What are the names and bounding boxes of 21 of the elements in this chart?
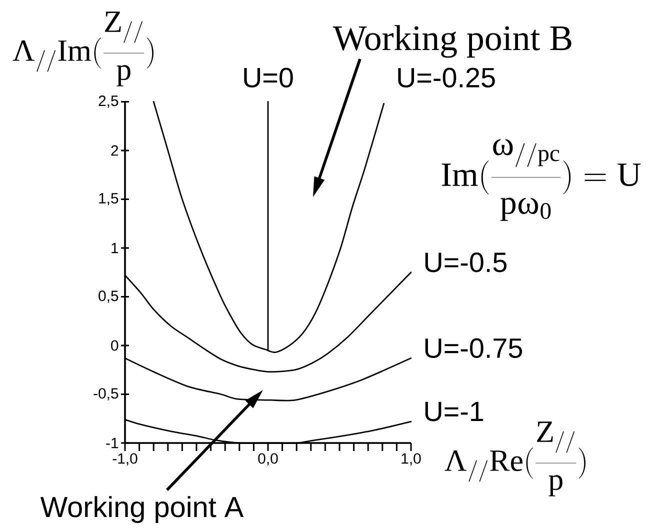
series-label: U=-0.75 [425, 338, 522, 358]
y-tick-label: 1 [112, 242, 118, 254]
series-label: U=-1 [425, 402, 484, 422]
x-axis-title: $\Lambda_{//}Re(\frac{Z_{//}}{p})$ [444, 422, 586, 496]
y-axis-title: $\Lambda_{//}Im(\frac{Z_{//}}{p})$ [12, 12, 154, 86]
y-tick-label: 1,5 [99, 193, 118, 206]
text: Working point A [40, 496, 244, 523]
x-tick-label: 1,0 [402, 453, 421, 466]
y-tick-label: 2 [111, 145, 118, 156]
y-tick-label: -1 [106, 438, 118, 448]
y-tick-label: 2,5 [98, 96, 118, 108]
series-label: U=0 [244, 68, 293, 88]
y-tick-label: -0,5 [94, 388, 118, 400]
text: $Im(\frac{\omega_{//pc}}{p\omega_0}) = U$ [442, 139, 641, 221]
y-tick-label: 0 [111, 340, 118, 351]
series-label: U=-0.5 [425, 252, 507, 272]
x-tick-label: -1,0 [112, 453, 138, 466]
series-label: U=-0.25 [398, 68, 495, 88]
text: Working point B [332, 25, 572, 58]
y-tick-label: 0,5 [98, 290, 118, 303]
x-tick-label: 0,0 [258, 453, 278, 466]
